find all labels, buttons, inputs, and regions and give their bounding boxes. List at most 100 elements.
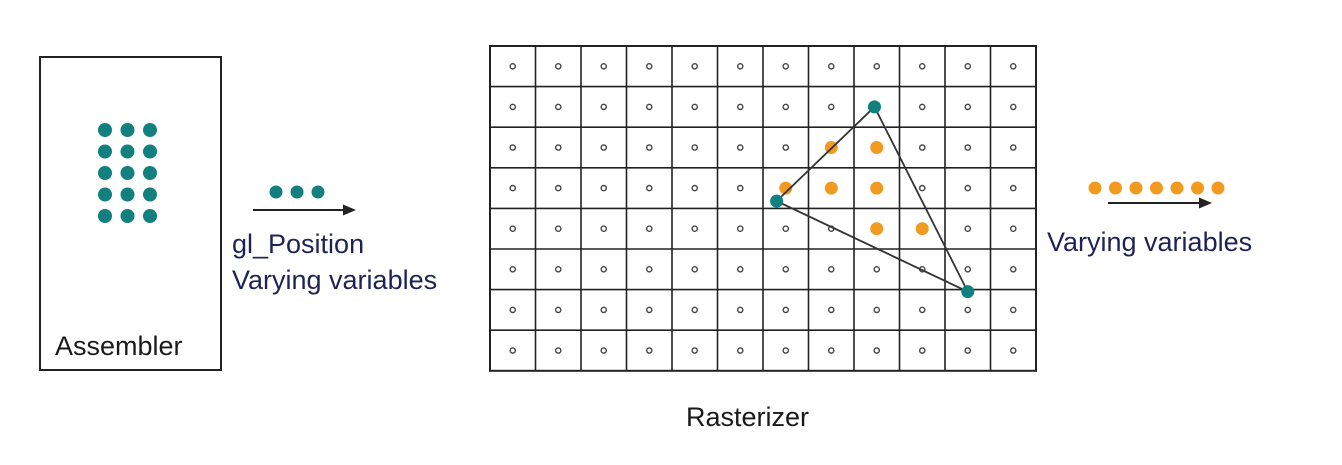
outgoing-fragment-dot xyxy=(1211,181,1225,195)
assembler-vertex-dot xyxy=(143,144,157,159)
triangle-vertex-dot xyxy=(770,194,784,208)
outgoing-fragment-dot xyxy=(1170,181,1184,195)
pixel-center-dot xyxy=(1009,347,1017,354)
outgoing-fragment-dot xyxy=(1088,181,1102,195)
assembler-box xyxy=(39,56,222,371)
pixel-center-dot xyxy=(1009,306,1017,314)
pixel-center-dot xyxy=(691,306,699,314)
pixel-center-dot xyxy=(600,103,608,111)
pixel-center-dot xyxy=(600,265,608,273)
pixel-center-dot xyxy=(645,347,653,354)
outgoing-fragment-group xyxy=(1088,181,1225,195)
fragment-dot xyxy=(915,222,929,236)
pixel-center-dot xyxy=(827,347,835,354)
pixel-center-dot xyxy=(554,265,562,273)
assembler-label: Assembler xyxy=(55,331,183,361)
varying-variables-out-label: Varying variables xyxy=(1047,227,1253,257)
pixel-center-dot xyxy=(691,144,699,151)
pixel-center-dot xyxy=(873,265,881,273)
pixel-center-dot xyxy=(554,306,562,314)
pixel-center-dot xyxy=(918,306,926,314)
pixel-center-dot xyxy=(918,144,926,151)
triangle-edges xyxy=(775,105,970,294)
pixel-center-dot xyxy=(691,347,699,354)
pixel-center-dot xyxy=(736,306,744,314)
pixel-center-dot xyxy=(1009,265,1017,273)
pixel-center-dot xyxy=(1009,225,1017,232)
pixel-center-dot xyxy=(782,225,790,232)
pixel-center-dot xyxy=(600,144,608,151)
rasterizer-label: Rasterizer xyxy=(686,402,810,432)
raster-grid xyxy=(489,45,1037,372)
pixel-center-dot xyxy=(691,184,699,192)
assembler-vertex-dot xyxy=(120,166,135,180)
pixel-center-dot xyxy=(554,347,562,354)
pixel-center-dot xyxy=(645,144,653,151)
assembler-vertex-dot xyxy=(98,166,112,180)
assembler-vertex-dot xyxy=(143,166,157,180)
pixel-center-dot xyxy=(873,63,881,70)
fragment-dot xyxy=(824,181,838,195)
pixel-center-dot xyxy=(554,225,562,232)
varying-variables-in-label: Varying variables xyxy=(232,265,438,295)
pixel-center-dot xyxy=(645,306,653,314)
pixel-center-dot xyxy=(782,306,790,314)
pixel-center-dot xyxy=(691,225,699,232)
incoming-vertex-dot xyxy=(269,185,283,199)
gl-position-label: gl_Position xyxy=(232,229,365,259)
pixel-center-dot xyxy=(827,63,835,70)
incoming-vertex-dot xyxy=(290,185,304,199)
pixel-center-dot xyxy=(964,225,972,232)
assembler-vertex-dot xyxy=(120,209,135,223)
outgoing-fragment-dot xyxy=(1150,181,1163,195)
pixel-center-dot xyxy=(736,144,744,151)
pixel-center-dot xyxy=(964,63,972,70)
pixel-center-dot xyxy=(782,63,790,70)
assembler-vertex-group xyxy=(98,123,157,223)
fragment-dot xyxy=(870,222,884,236)
assembler-vertex-dot xyxy=(143,123,157,137)
pixel-center-dot xyxy=(736,63,744,70)
pixel-center-dot xyxy=(827,265,835,273)
pixel-center-dot xyxy=(509,144,517,151)
pixel-center-dot xyxy=(964,144,972,151)
pixel-center-dot xyxy=(554,144,562,151)
pixel-center-dot xyxy=(1009,103,1017,111)
pixel-center-dot xyxy=(827,103,835,111)
pixel-center-dot xyxy=(509,306,517,314)
pixel-center-dot xyxy=(873,347,881,354)
pixel-center-dot xyxy=(691,265,699,273)
pixel-center-dot xyxy=(964,347,972,354)
pixel-center-dot xyxy=(509,225,517,232)
pixel-center-dot xyxy=(600,306,608,314)
pixel-center-dot xyxy=(964,184,972,192)
outgoing-fragment-dot xyxy=(1191,181,1204,195)
pixel-center-dot xyxy=(645,265,653,273)
assembler-vertex-dot xyxy=(143,187,157,202)
fragment-dot xyxy=(870,141,884,154)
assembler-vertex-dot xyxy=(120,187,135,202)
pixel-center-dot xyxy=(645,103,653,111)
pixel-center-dot xyxy=(736,347,744,354)
pixel-center-dot xyxy=(691,63,699,70)
pixel-center-dot xyxy=(964,103,972,111)
pixel-center-dot xyxy=(918,347,926,354)
assembler-vertex-dot xyxy=(120,123,135,137)
assembler-vertex-dot xyxy=(98,123,112,137)
assembler-vertex-dot xyxy=(120,144,135,159)
incoming-vertex-dot xyxy=(311,185,325,199)
pixel-center-dot xyxy=(509,103,517,111)
pixel-center-dot xyxy=(873,306,881,314)
incoming-arrow-head xyxy=(343,204,356,216)
pixel-center-dot xyxy=(600,184,608,192)
pixel-center-dot xyxy=(645,184,653,192)
pixel-center-dot xyxy=(918,103,926,111)
pixel-center-dot xyxy=(736,184,744,192)
pixel-center-dot xyxy=(600,347,608,354)
pixel-center-dot xyxy=(645,225,653,232)
pixel-center-dot xyxy=(509,265,517,273)
assembler-vertex-dot xyxy=(143,209,157,223)
primitive-triangle-group xyxy=(770,100,975,299)
pixel-center-dot xyxy=(782,265,790,273)
